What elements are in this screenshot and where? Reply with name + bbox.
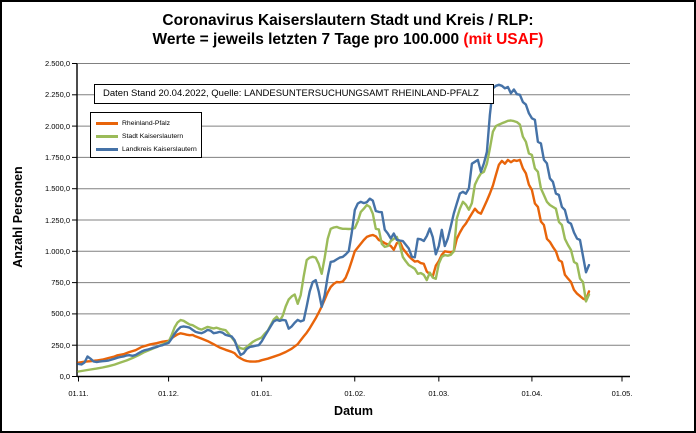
- y-tick-label: 500,0: [51, 309, 70, 319]
- y-tick-label: 750,0: [51, 278, 70, 288]
- chart-title: Coronavirus Kaiserslautern Stadt und Kre…: [2, 11, 694, 49]
- x-axis-title: Datum: [334, 404, 373, 418]
- series-line-stadt-kaiserslautern: [77, 119, 591, 373]
- legend-item-rheinland-pfalz: Rheinland-Pfalz: [96, 117, 201, 130]
- chart-title-line2: Werte = jeweils letzten 7 Tage pro 100.0…: [2, 30, 694, 49]
- x-tick-label: 01.05.: [611, 389, 633, 398]
- chart-legend: Rheinland-Pfalz Stadt Kaiserslautern Landk…: [90, 112, 202, 158]
- x-tick-label: 01.02.: [344, 389, 366, 398]
- y-tick-label: 2.000,0: [44, 121, 70, 131]
- x-tick-label: 01.03.: [428, 389, 450, 398]
- y-tick-label: 1.500,0: [44, 184, 70, 194]
- legend-label: Rheinland-Pfalz: [122, 120, 170, 127]
- x-tick-label: 01.12.: [158, 389, 179, 398]
- legend-item-landkreis-kaiserslautern: Landkreis Kaiserslautern: [96, 143, 201, 156]
- legend-item-stadt-kaiserslautern: Stadt Kaiserslautern: [96, 130, 201, 143]
- legend-line-swatch: [96, 122, 118, 125]
- y-tick-label: 2.250,0: [44, 90, 70, 100]
- chart-title-line1: Coronavirus Kaiserslautern Stadt und Kre…: [162, 12, 534, 29]
- chart-title-line2-black: Werte = jeweils letzten 7 Tage pro 100.0…: [152, 31, 464, 48]
- legend-label: Stadt Kaiserslautern: [122, 133, 184, 140]
- legend-line-swatch: [96, 148, 118, 151]
- legend-line-swatch: [96, 135, 118, 138]
- y-tick-label: 1.250,0: [44, 215, 70, 225]
- y-tick-label: 2.500,0: [44, 59, 70, 68]
- chart-title-line2-accent: (mit USAF): [463, 31, 544, 48]
- series-line-landkreis-kaiserslautern: [77, 83, 591, 366]
- legend-label: Landkreis Kaiserslautern: [122, 146, 197, 153]
- x-tick-label: 01.11.: [68, 389, 89, 398]
- x-tick-label: 01.01.: [251, 389, 273, 398]
- series-line-rheinland-pfalz: [77, 158, 591, 364]
- x-tick-label: 01.04.: [521, 389, 543, 398]
- y-tick-label: 250,0: [51, 340, 70, 350]
- y-tick-label: 0,0: [59, 372, 70, 381]
- data-source-note: Daten Stand 20.04.2022, Quelle: LANDESUN…: [94, 84, 494, 104]
- y-tick-label: 1.750,0: [44, 152, 70, 162]
- y-axis-title: Anzahl Personen: [11, 166, 25, 268]
- y-tick-label: 1.000,0: [44, 246, 70, 256]
